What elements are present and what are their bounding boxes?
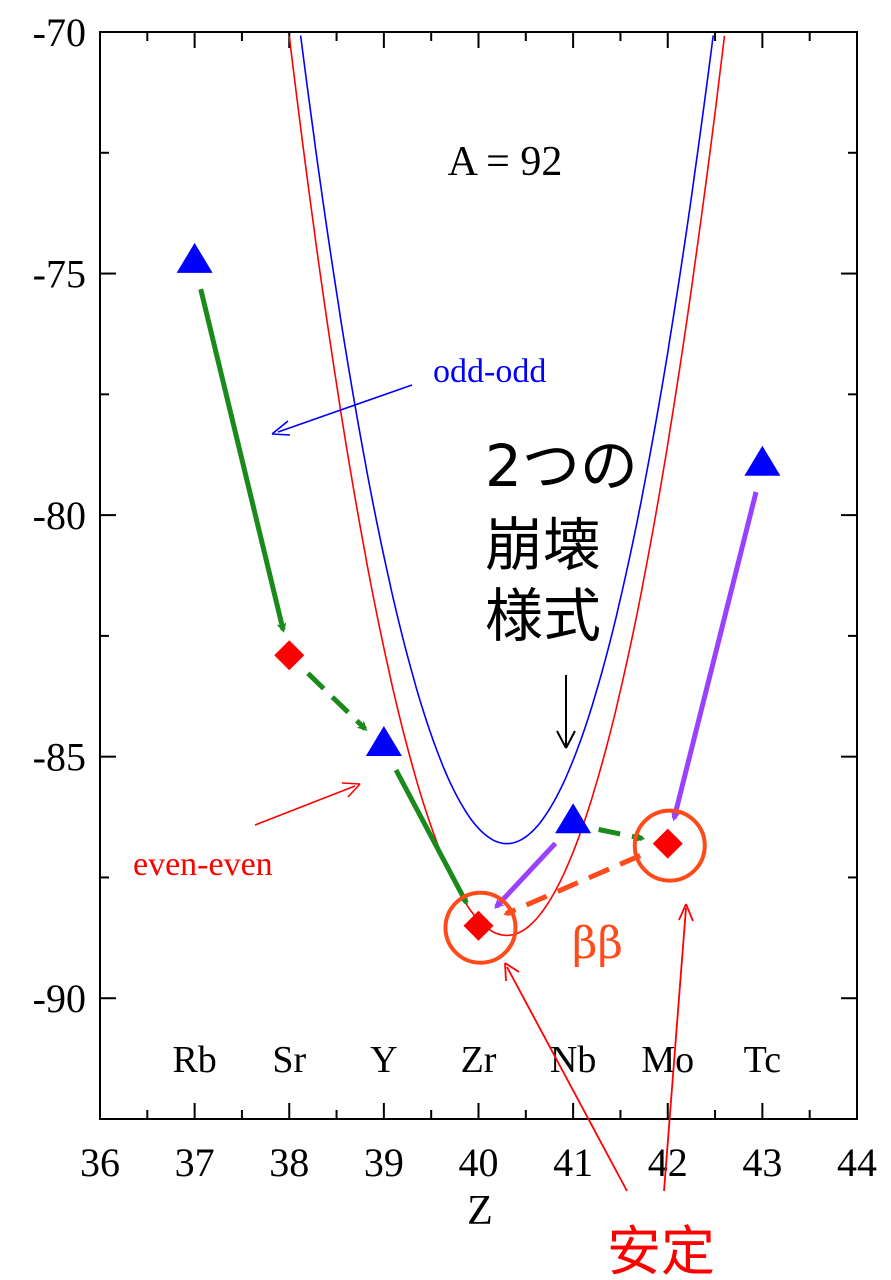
- element-label-mo: Mo: [641, 1039, 694, 1081]
- stable-pointer-zr-head: [505, 963, 519, 981]
- y-tick-label: -80: [33, 493, 86, 538]
- odd-odd-pointer-line: [278, 385, 412, 432]
- even-even-marker: [653, 829, 683, 859]
- x-tick-label: 41: [553, 1140, 593, 1185]
- chart-title: A = 92: [448, 139, 563, 185]
- stable-label: 安定: [607, 1220, 715, 1280]
- double-beta-label: ββ: [572, 918, 623, 969]
- series-label-even-even: even-even: [133, 846, 273, 883]
- y-tick-label: -85: [33, 735, 86, 780]
- odd-odd-marker: [366, 726, 402, 756]
- even-even-marker: [464, 911, 494, 941]
- element-label-sr: Sr: [272, 1039, 306, 1081]
- x-tick-label: 43: [742, 1140, 782, 1185]
- decay-modes-label-line2: 崩壊: [485, 511, 601, 579]
- element-label-tc: Tc: [744, 1039, 781, 1081]
- element-label-rb: Rb: [172, 1039, 216, 1081]
- beta-minus-arrow-rb-sr: [201, 289, 283, 630]
- beta-minus-arrow-y-zr: [396, 770, 466, 903]
- x-tick-label: 36: [80, 1140, 120, 1185]
- x-tick-label: 39: [364, 1140, 404, 1185]
- x-tick-label: 37: [175, 1140, 215, 1185]
- element-label-zr: Zr: [461, 1039, 497, 1081]
- x-tick-label: 40: [459, 1140, 499, 1185]
- series-label-odd-odd: odd-odd: [433, 353, 546, 390]
- x-tick-label: 38: [269, 1140, 309, 1185]
- y-tick-label: -70: [33, 10, 86, 55]
- x-tick-label: 44: [837, 1140, 877, 1185]
- odd-odd-marker: [177, 243, 213, 273]
- x-axis-title: Z: [467, 1188, 493, 1234]
- y-tick-label: -90: [33, 976, 86, 1021]
- beta-minus-arrow-sr-y: [308, 673, 365, 729]
- chart-labels: A = 92 Z odd-odd even-even 2つの 崩壊 様式 ββ …: [133, 139, 715, 1280]
- even-even-pointer-line: [255, 786, 355, 825]
- odd-odd-marker: [744, 446, 780, 476]
- decay-modes-label-line1: 2つの: [485, 432, 638, 500]
- double-beta-arrow-mo-zr: [506, 856, 640, 914]
- even-even-marker: [274, 640, 304, 670]
- decay-modes-label-line3: 様式: [485, 582, 601, 650]
- beta-plus-arrow-tc-mo: [674, 492, 756, 818]
- element-label-y: Y: [370, 1039, 397, 1081]
- plot-frame: [100, 32, 857, 1119]
- y-tick-label: -75: [33, 252, 86, 297]
